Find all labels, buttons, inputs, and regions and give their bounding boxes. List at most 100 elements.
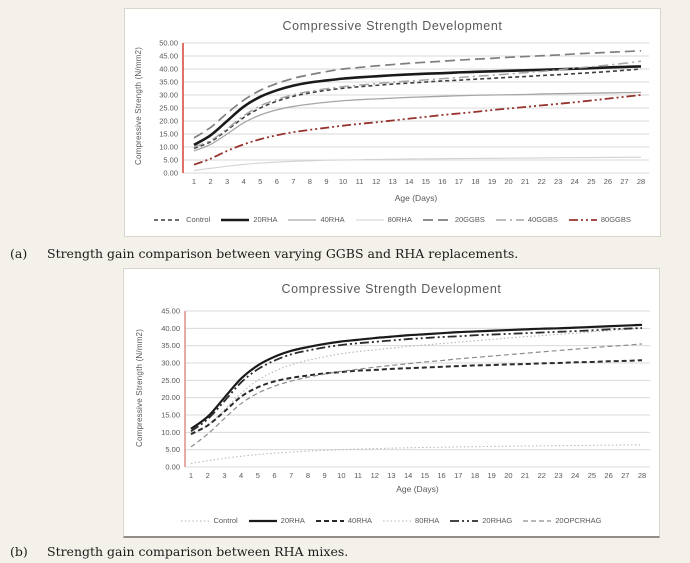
x-tick-label: 13 — [387, 471, 395, 480]
legend-item-20ggbs: 20GGBS — [422, 215, 485, 224]
chart-b-legend: Control 20RHA 40RHA 80RHA 20RHAG 20OPCRHAG — [130, 516, 653, 525]
y-tick-label: 10.00 — [161, 428, 180, 437]
legend-label: 80RHA — [415, 516, 440, 525]
series-line-40rha — [193, 91, 642, 152]
x-tick-label: 17 — [455, 177, 463, 186]
x-tick-label: 22 — [538, 471, 546, 480]
x-tick-label: 16 — [437, 471, 445, 480]
legend-label: 40RHA — [320, 215, 345, 224]
legend-line-sample-icon — [450, 519, 479, 522]
legend-item-20opcrhag: 20OPCRHAG — [523, 516, 602, 525]
x-tick-label: 3 — [225, 177, 229, 186]
legend-item-20rhag: 20RHAG — [450, 516, 512, 525]
series-line-80ggbs — [193, 94, 642, 166]
x-tick-label: 11 — [354, 471, 362, 480]
x-tick-label: 7 — [289, 471, 293, 480]
figure-b-caption-text: Strength gain comparison between RHA mix… — [47, 544, 349, 559]
legend-line-sample-icon — [221, 218, 250, 221]
legend-line-sample-icon — [288, 218, 317, 221]
chart-a-title: Compressive Strength Development — [282, 19, 503, 33]
y-tick-label: 15.00 — [161, 411, 180, 420]
x-tick-label: 23 — [554, 471, 562, 480]
figure-b-chart-panel: Compressive Strength Development Compres… — [123, 268, 660, 538]
legend-label: 20GGBS — [454, 215, 485, 224]
y-tick-label: 0.00 — [163, 169, 178, 178]
legend-label: 20RHAG — [482, 516, 513, 525]
x-tick-label: 2 — [206, 471, 210, 480]
legend-line-sample-icon — [523, 519, 552, 522]
legend-line-sample-icon — [315, 519, 344, 522]
y-tick-label: 25.00 — [159, 104, 178, 113]
series-line-20rha — [190, 323, 643, 430]
chart-a-legend: Control 20RHA 40RHA 80RHA 20GGBS 40GGBS 80GGBS — [131, 215, 654, 224]
x-tick-label: 16 — [438, 177, 446, 186]
legend-item-40rha: 40RHA — [315, 516, 373, 525]
x-tick-label: 19 — [487, 471, 495, 480]
legend-label: 80GGBS — [600, 215, 631, 224]
y-tick-label: 0.00 — [165, 463, 180, 472]
legend-line-sample-icon — [154, 218, 183, 221]
y-tick-label: 5.00 — [165, 445, 180, 454]
x-tick-label: 28 — [638, 471, 646, 480]
x-tick-label: 8 — [308, 177, 312, 186]
figure-a-chart-panel: Compressive Strength Development Compres… — [124, 8, 661, 237]
x-tick-label: 19 — [488, 177, 496, 186]
x-tick-label: 22 — [537, 177, 545, 186]
y-tick-label: 20.00 — [159, 117, 178, 126]
x-tick-label: 18 — [471, 471, 479, 480]
y-tick-label: 20.00 — [161, 393, 180, 402]
x-tick-label: 10 — [337, 471, 345, 480]
x-tick-label: 26 — [604, 471, 612, 480]
x-tick-label: 20 — [504, 471, 512, 480]
x-tick-label: 14 — [404, 471, 412, 480]
legend-item-80ggbs: 80GGBS — [568, 215, 631, 224]
legend-label: 40RHA — [347, 516, 373, 525]
y-tick-label: 50.00 — [159, 39, 178, 48]
legend-label: 20RHA — [253, 215, 278, 224]
x-tick-label: 14 — [405, 177, 413, 186]
x-tick-label: 3 — [222, 471, 226, 480]
chart-b-title: Compressive Strength Development — [281, 282, 502, 296]
legend-line-sample-icon — [422, 218, 451, 221]
x-tick-label: 11 — [356, 177, 364, 186]
legend-line-sample-icon — [181, 519, 210, 522]
legend-label: Control — [213, 516, 238, 525]
y-tick-label: 40.00 — [161, 324, 180, 333]
y-tick-label: 35.00 — [159, 78, 178, 87]
legend-label: 40GGBS — [527, 215, 558, 224]
x-tick-label: 24 — [571, 177, 579, 186]
chart-a-x-axis-label: Age (Days) — [394, 193, 438, 203]
y-tick-label: 30.00 — [161, 359, 180, 368]
legend-item-20rha: 20RHA — [221, 215, 277, 224]
legend-line-sample-icon — [355, 218, 384, 221]
x-tick-label: 12 — [372, 177, 380, 186]
x-tick-label: 20 — [504, 177, 512, 186]
x-tick-label: 21 — [521, 177, 529, 186]
legend-item-control: Control — [181, 516, 238, 525]
series-line-80rha — [190, 444, 643, 465]
series-line-80rha — [193, 156, 642, 171]
x-tick-label: 24 — [571, 471, 579, 480]
figure-a-caption: (a) Strength gain comparison between vary… — [10, 246, 518, 261]
series-line-20rhag — [190, 327, 643, 433]
legend-item-control: Control — [154, 215, 210, 224]
figure-a-caption-label: (a) — [10, 246, 28, 261]
y-tick-label: 30.00 — [159, 91, 178, 100]
x-tick-label: 28 — [637, 177, 645, 186]
x-tick-label: 4 — [239, 471, 243, 480]
y-tick-label: 10.00 — [159, 143, 178, 152]
series-line-40rha — [190, 359, 643, 435]
x-tick-label: 9 — [324, 177, 328, 186]
x-tick-label: 12 — [371, 471, 379, 480]
x-tick-label: 1 — [192, 177, 196, 186]
y-tick-label: 25.00 — [161, 376, 180, 385]
legend-label: Control — [186, 215, 211, 224]
series-line-control — [190, 327, 643, 436]
chart-a-plot: 0.00 5.00 10.00 15.00 20.00 25.00 30.00 35.00 40… — [159, 39, 649, 186]
legend-item-40ggbs: 40GGBS — [495, 215, 558, 224]
x-tick-label: 27 — [621, 471, 629, 480]
series-line-control — [193, 68, 642, 150]
legend-item-20rha: 20RHA — [248, 516, 305, 525]
legend-item-80rha: 80RHA — [355, 215, 412, 224]
